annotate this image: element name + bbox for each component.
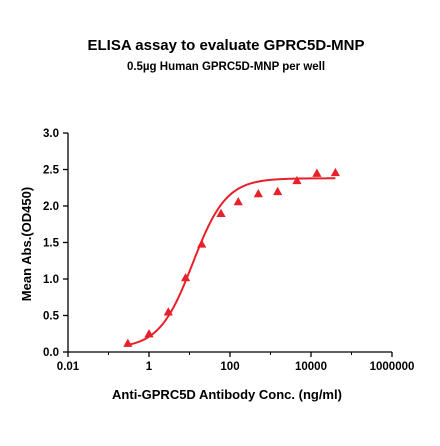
data-point-triangle: [180, 272, 191, 282]
x-tick-label: 10000: [295, 361, 327, 373]
x-axis-label: Anti-GPRC5D Antibody Conc. (ng/ml): [112, 387, 342, 402]
x-tick-label: 1000000: [370, 361, 415, 373]
data-point-triangle: [273, 186, 283, 196]
y-tick-label: 0.0: [43, 347, 59, 359]
y-tick-label: 0.5: [43, 311, 60, 323]
data-point-triangle: [123, 338, 133, 347]
chart-subtitle: 0.5µg Human GPRC5D-MNP per well: [127, 61, 325, 73]
fit-curve: [127, 177, 336, 346]
fit-curve-group: [127, 177, 336, 346]
y-tick-label: 3.0: [43, 128, 59, 140]
x-tick-label: 1: [146, 361, 153, 373]
x-tick-label: 0.01: [57, 361, 80, 373]
y-tick-label: 2.0: [43, 201, 59, 213]
axes: 0.0 0.5 1.0 1.5 2.0 2.5 3.0 0.01 1 100 10000 100000…: [43, 128, 414, 373]
data-point-triangle: [216, 208, 226, 217]
chart-title: ELISA assay to evaluate GPRC5D-MNP: [87, 37, 364, 54]
data-point-triangle: [144, 329, 154, 338]
x-tick-label: 100: [220, 361, 239, 373]
y-tick-label: 1.5: [43, 238, 60, 250]
data-point-triangle: [163, 307, 173, 316]
data-point-triangle: [312, 168, 322, 177]
data-point-triangle: [292, 175, 302, 185]
data-points-group: [123, 167, 340, 347]
data-point-triangle: [253, 188, 263, 198]
data-point-triangle: [197, 239, 207, 248]
data-point-triangle: [233, 197, 243, 206]
y-tick-label: 1.0: [43, 274, 59, 286]
y-tick-label: 2.5: [43, 165, 60, 177]
y-axis-label: Mean Abs.(OD450): [19, 187, 34, 301]
data-point-triangle: [330, 167, 340, 177]
